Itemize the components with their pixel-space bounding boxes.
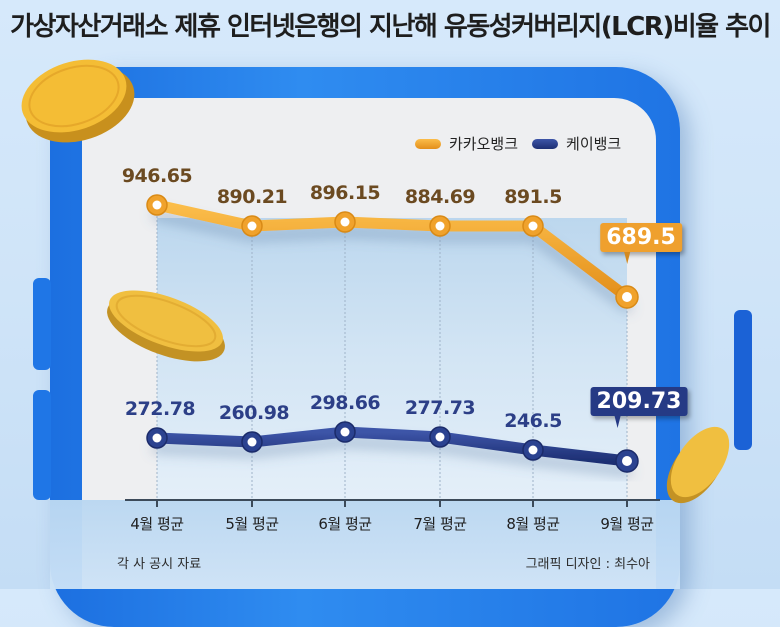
kakao-last-value-callout: 689.5 bbox=[600, 223, 682, 264]
kakao-line bbox=[151, 199, 633, 303]
legend-kakao-label: 카카오뱅크 bbox=[449, 135, 519, 153]
kbank-value-label: 246.5 bbox=[504, 410, 562, 432]
graphic-credit: 그래픽 디자인 : 최수아 bbox=[525, 557, 650, 572]
kbank-value-label: 260.98 bbox=[218, 402, 290, 424]
x-axis bbox=[125, 499, 660, 507]
kbank-last-value-callout: 209.73 bbox=[590, 387, 688, 428]
kbank-line bbox=[151, 426, 633, 467]
page-title: 가상자산거래소 제휴 인터넷은행의 지난해 유동성커버리지(LCR)비율 추이 bbox=[10, 12, 771, 42]
kakao-value-label: 946.65 bbox=[121, 165, 193, 187]
source-note: 각 사 공시 자료 bbox=[117, 557, 202, 572]
phone-side-button-left-2 bbox=[33, 390, 51, 500]
coin-icon bbox=[666, 426, 730, 504]
kakao-value-label: 896.15 bbox=[309, 182, 381, 204]
x-axis-label: 9월 평균 bbox=[600, 515, 654, 533]
phone-side-button-right bbox=[734, 310, 752, 450]
bottom-band-inner bbox=[82, 500, 656, 589]
kakao-value-label: 890.21 bbox=[216, 186, 288, 208]
x-axis-label: 5월 평균 bbox=[225, 515, 279, 533]
line-chart bbox=[125, 194, 660, 507]
kbank-marker-centers bbox=[152, 427, 632, 466]
kbank-value-label: 277.73 bbox=[404, 397, 476, 419]
legend-kbank-label: 케이뱅크 bbox=[566, 135, 622, 153]
kbank-value-label: 298.66 bbox=[309, 392, 381, 414]
legend-kbank-swatch bbox=[532, 138, 559, 149]
coin-icon bbox=[107, 290, 225, 362]
kbank-value-label: 272.78 bbox=[124, 398, 196, 420]
kakao-marker-centers bbox=[152, 200, 632, 302]
phone-side-button-left-1 bbox=[33, 278, 51, 370]
kakao-value-label: 891.5 bbox=[504, 186, 562, 208]
x-axis-label: 4월 평균 bbox=[130, 515, 184, 533]
x-axis-label: 6월 평균 bbox=[318, 515, 372, 533]
x-axis-label: 8월 평균 bbox=[506, 515, 560, 533]
legend: 카카오뱅크 케이뱅크 bbox=[415, 133, 621, 154]
x-axis-label: 7월 평균 bbox=[413, 515, 467, 533]
kakao-value-label: 884.69 bbox=[404, 186, 476, 208]
kbank-markers bbox=[146, 421, 639, 473]
legend-kakao-swatch bbox=[415, 138, 441, 149]
coin-icon bbox=[21, 59, 135, 143]
